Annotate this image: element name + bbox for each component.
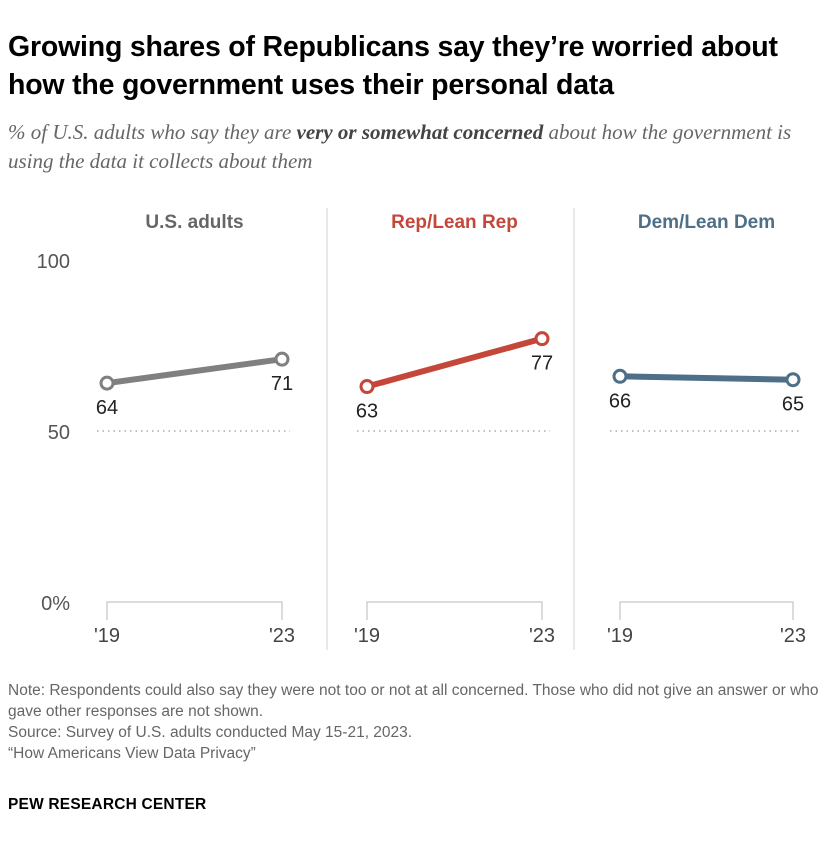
panel-title: Rep/Lean Rep <box>391 212 518 233</box>
x-tick-label: '23 <box>529 625 555 647</box>
data-label: 77 <box>531 353 553 375</box>
data-point <box>359 379 375 395</box>
y-tick-label: 100 <box>37 251 70 273</box>
x-tick-label: '19 <box>354 625 380 647</box>
series-line <box>106 356 283 387</box>
subtitle-pre: % of U.S. adults who say they are <box>8 120 297 144</box>
data-label: 65 <box>782 394 804 416</box>
subtitle-post: about how the government is using the da… <box>8 120 792 173</box>
report-title: “How Americans View Data Privacy” <box>8 745 256 762</box>
chart-notes: Note: Respondents could also say they we… <box>8 680 828 764</box>
note-text: Note: Respondents could also say they we… <box>8 682 819 720</box>
x-axis-line <box>366 601 543 620</box>
x-tick-label: '23 <box>269 625 295 647</box>
data-point <box>785 372 801 388</box>
x-tick-label: '19 <box>94 625 120 647</box>
data-label: 71 <box>271 373 293 395</box>
data-point <box>612 368 628 384</box>
panel-title: U.S. adults <box>145 212 243 233</box>
x-axis-line <box>106 601 283 620</box>
subtitle-bold: very or somewhat concerned <box>296 120 544 144</box>
data-label: 64 <box>96 397 118 419</box>
y-tick-label: 0% <box>41 593 70 615</box>
data-point <box>534 331 550 347</box>
data-point <box>274 351 290 367</box>
panel-title: Dem/Lean Dem <box>638 212 775 233</box>
series-line <box>619 373 794 383</box>
data-label: 63 <box>356 401 378 423</box>
pew-logo: PEW RESEARCH CENTER <box>8 796 207 813</box>
data-label: 66 <box>609 390 631 412</box>
data-point <box>99 375 115 391</box>
x-tick-label: '19 <box>607 625 633 647</box>
source-text: Source: Survey of U.S. adults conducted … <box>8 724 413 741</box>
series-line <box>366 335 543 390</box>
chart-title: Growing shares of Republicans say they’r… <box>8 31 778 101</box>
chart-subtitle: % of U.S. adults who say they are very o… <box>8 118 828 176</box>
x-tick-label: '23 <box>780 625 806 647</box>
x-axis-line <box>619 601 794 620</box>
y-tick-label: 50 <box>48 422 70 444</box>
